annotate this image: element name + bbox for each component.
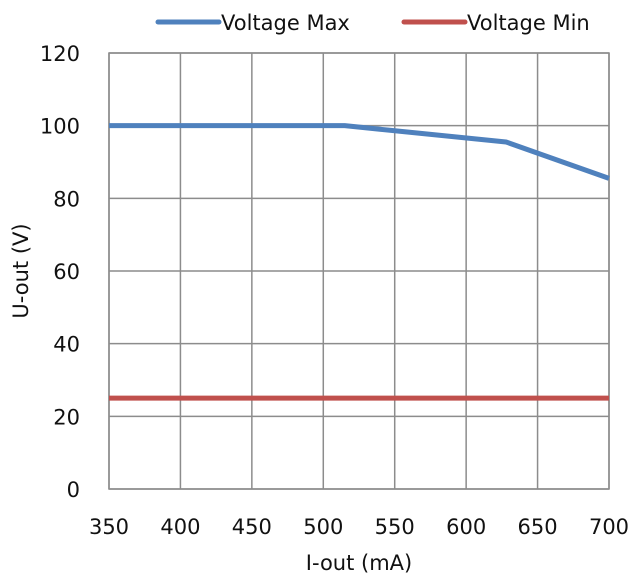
legend-label-voltage-min: Voltage Min [467,11,590,35]
y-axis-title: U-out (V) [9,223,33,318]
x-tick-label: 400 [160,515,200,539]
y-tick-label: 40 [53,333,80,357]
y-tick-label: 100 [40,115,80,139]
y-tick-label: 80 [53,187,80,211]
x-tick-label: 600 [446,515,486,539]
legend-item-voltage-min: Voltage Min [401,11,590,35]
x-tick-label: 450 [232,515,272,539]
legend-label-voltage-max: Voltage Max [221,11,350,35]
y-tick-label: 120 [40,42,80,66]
y-axis-ticks: 0 20 40 60 80 100 120 [40,42,80,502]
x-tick-label: 650 [518,515,558,539]
x-tick-label: 350 [89,515,129,539]
legend-item-voltage-max: Voltage Max [155,11,350,35]
y-tick-label: 60 [53,260,80,284]
x-tick-label: 500 [303,515,343,539]
x-axis-title: I-out (mA) [306,551,412,575]
x-tick-label: 550 [375,515,415,539]
series-line-voltage-max [109,123,610,181]
series-layer [109,123,610,401]
plot-area-border [108,52,610,490]
y-tick-label: 0 [67,478,80,502]
grid-horizontal [109,52,609,490]
y-tick-label: 20 [53,405,80,429]
x-tick-label: 700 [589,515,629,539]
x-axis-ticks: 350 400 450 500 550 600 650 700 [89,515,629,539]
legend: Voltage Max Voltage Min [155,11,590,35]
